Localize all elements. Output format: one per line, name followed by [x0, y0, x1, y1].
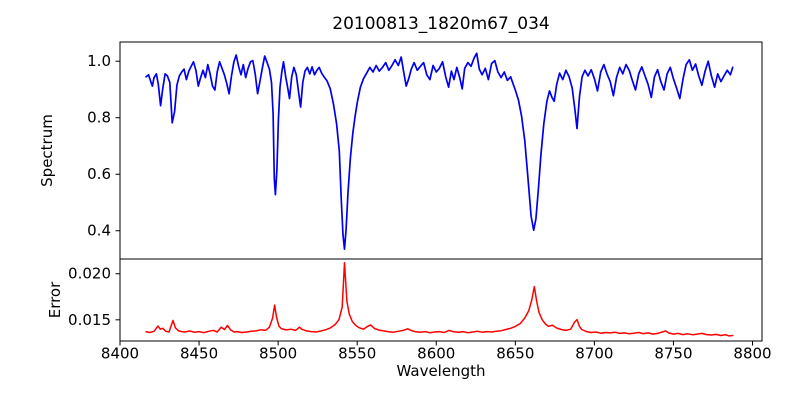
y-tick-label: 0.6 — [87, 165, 111, 183]
x-tick-label: 8500 — [259, 345, 297, 363]
y-tick-label: 0.020 — [68, 265, 111, 283]
spectrum-axis-ticks: 0.4 0.6 0.8 1.0 — [87, 52, 120, 240]
y-tick-label: 0.4 — [87, 222, 111, 240]
chart-title: 20100813_1820m67_034 — [332, 14, 549, 34]
error-axis-ticks: 0.015 0.020 — [68, 265, 120, 329]
x-tick-label: 8600 — [417, 345, 455, 363]
x-axis-label: Wavelength — [397, 362, 486, 380]
x-tick-label: 8650 — [496, 345, 534, 363]
x-tick-label: 8550 — [338, 345, 376, 363]
y-tick-label: 0.015 — [68, 311, 111, 329]
x-tick-label: 8400 — [101, 345, 139, 363]
x-tick-label: 8700 — [575, 345, 613, 363]
y-axis-label-error: Error — [46, 281, 64, 318]
y-axis-label-spectrum: Spectrum — [38, 114, 56, 187]
x-tick-label: 8450 — [180, 345, 218, 363]
x-tick-label: 8750 — [654, 345, 692, 363]
x-axis-ticks: 8400 8450 8500 8550 8600 8650 8700 8750 8800 — [101, 341, 772, 363]
y-tick-label: 0.8 — [87, 109, 111, 127]
x-tick-label: 8800 — [733, 345, 771, 363]
error-panel-frame — [119, 258, 763, 342]
y-tick-label: 1.0 — [87, 52, 111, 70]
error-line — [145, 261, 734, 337]
spectrum-line — [145, 52, 734, 250]
